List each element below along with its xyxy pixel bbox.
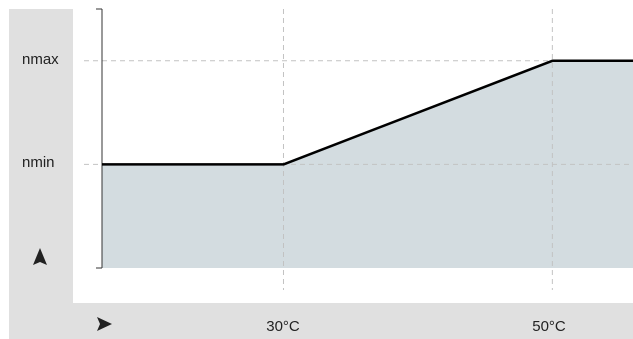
y-tick-label-nmin: nmin	[22, 154, 55, 171]
y-tick-label-nmax: nmax	[22, 51, 59, 68]
x-tick-label-30: 30°C	[266, 318, 300, 335]
x-tick-label-50: 50°C	[532, 318, 566, 335]
y-axis-panel	[9, 9, 73, 339]
arrow-right-icon	[97, 317, 112, 331]
x-axis-panel	[9, 303, 633, 339]
series-line	[102, 59, 633, 166]
plot-layer	[84, 8, 633, 290]
arrow-up-icon	[33, 248, 47, 265]
